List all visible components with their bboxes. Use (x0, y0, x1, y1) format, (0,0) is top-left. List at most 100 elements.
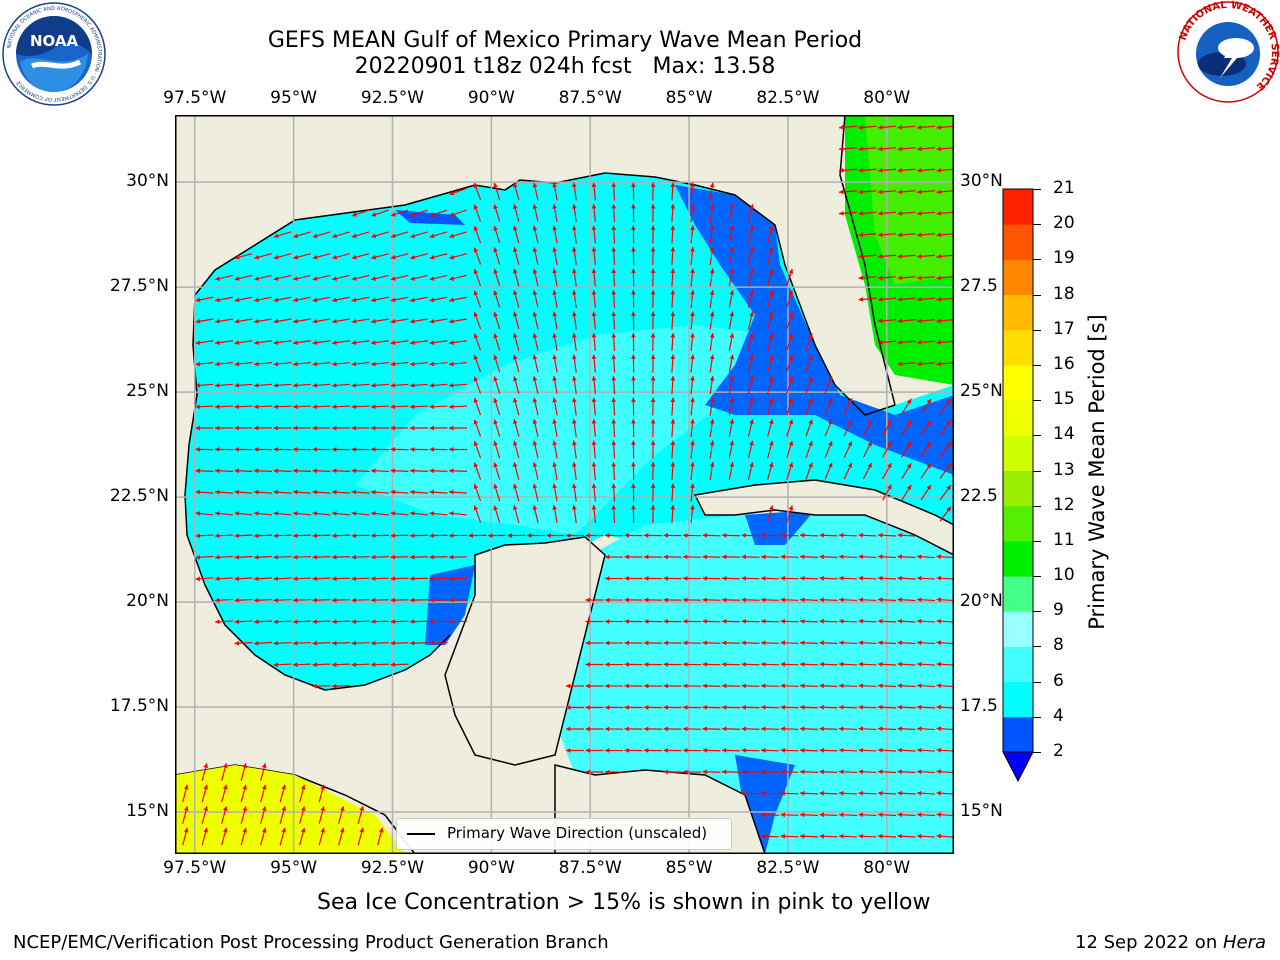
wave-arrow-head-167 (254, 297, 259, 303)
wave-arrow-head-463 (371, 468, 376, 474)
wave-arrow-head-931 (858, 833, 864, 839)
wave-arrow-head-867 (780, 769, 785, 775)
wave-arrow-head-362 (650, 397, 656, 402)
wave-arrow-head-161 (897, 275, 903, 281)
wave-arrow-head-404 (749, 419, 754, 425)
wave-arrow-head-768 (858, 661, 864, 667)
wave-arrow-head-854 (936, 747, 942, 753)
wave-arrow-head-744 (897, 640, 903, 646)
wave-arrow-head-430 (493, 440, 498, 446)
wave-arrow-head-288 (532, 354, 538, 360)
wave-arrow-head-546 (650, 505, 656, 510)
wave-arrow-head-71 (390, 233, 396, 239)
colorbar-tick-mark-4 (1033, 611, 1041, 613)
wave-arrow-head-17 (936, 168, 942, 173)
wave-arrow-head-163 (936, 275, 942, 281)
wave-arrow-head-690 (312, 619, 317, 625)
wave-arrow-head-446 (808, 441, 813, 446)
wave-arrow-head-300 (768, 354, 774, 360)
lat-label-left-3: 22.5°N (109, 486, 169, 507)
wave-arrow-head-24 (571, 182, 577, 188)
wave-arrow-head-507 (473, 484, 479, 489)
wave-arrow-head-242 (332, 340, 337, 346)
wave-arrow-head-552 (195, 533, 201, 539)
wave-arrow-head-688 (273, 619, 279, 625)
wave-arrow-head-484 (788, 462, 794, 468)
wave-arrow-head-466 (429, 468, 434, 474)
wave-arrow-head-827 (800, 726, 805, 732)
wave-arrow-head-800 (663, 705, 668, 710)
wave-arrow-head-585 (839, 532, 844, 538)
wave-arrow-head-217 (532, 311, 538, 317)
wave-arrow-head-588 (897, 532, 903, 538)
wave-arrow-head-333 (729, 376, 735, 381)
wave-arrow-head-646 (819, 575, 824, 581)
wave-arrow-head-933 (897, 833, 903, 839)
colorbar-tick-4: 9 (1053, 600, 1064, 621)
wave-arrow-head-450 (887, 441, 892, 447)
wave-arrow-head-394 (552, 419, 558, 424)
wave-arrow-head-721 (312, 640, 317, 646)
wave-arrow-head-356 (532, 397, 538, 403)
wave-arrow-head-360 (611, 397, 617, 403)
wave-arrow-head-206 (312, 318, 318, 324)
wave-arrow-head-809 (839, 704, 844, 710)
wave-arrow-head-459 (293, 468, 298, 474)
wave-arrow-head-15 (897, 168, 903, 173)
lat-label-right-3: 22.5 (960, 486, 998, 507)
wave-arrow-head-483 (768, 462, 774, 468)
wave-arrow-head-773 (312, 683, 317, 689)
wave-arrow-head-79 (552, 225, 558, 231)
wave-arrow-head-275 (273, 361, 279, 367)
colorbar-band-4 (1003, 576, 1033, 612)
wave-arrow-head-148 (591, 268, 597, 274)
wave-arrow-head-486 (828, 462, 833, 468)
wave-arrow-head-694 (390, 619, 395, 625)
wave-arrow-head-49 (571, 204, 577, 209)
wave-arrow-head-367 (749, 397, 754, 403)
wave-arrow-head-668 (624, 597, 629, 603)
wave-arrow-head-122 (749, 247, 754, 253)
wave-arrow-head-310 (273, 382, 279, 388)
wave-arrow-head-11 (936, 146, 942, 152)
wave-arrow-head-205 (293, 318, 298, 324)
wave-arrow-head-830 (858, 726, 864, 732)
wave-arrow-head-464 (390, 468, 395, 474)
wave-arrow-head-575 (644, 533, 649, 538)
wave-arrow-head-829 (839, 726, 844, 732)
wave-arrow-head-663 (410, 597, 415, 603)
wave-arrow-head-142 (473, 269, 479, 274)
wave-arrow-head-204 (273, 318, 279, 324)
wave-arrow-head-703 (683, 619, 688, 624)
wave-arrow-head-921 (300, 827, 306, 833)
wave-arrow-head-479 (690, 462, 695, 467)
wave-arrow-head-462 (351, 468, 356, 474)
wave-arrow-head-599 (390, 554, 395, 560)
wave-arrow-head-418 (254, 447, 259, 452)
wave-arrow-head-642 (741, 575, 746, 581)
wave-arrow-head-780 (663, 683, 668, 689)
wave-arrow-head-48 (552, 204, 558, 209)
wave-arrow-head-219 (571, 311, 577, 317)
wave-arrow-head-101 (332, 254, 338, 260)
wave-arrow-head-306 (195, 382, 201, 388)
wave-arrow-head-31 (709, 182, 715, 188)
lon-label-bottom-6: 82.5°W (756, 858, 820, 878)
wave-arrow-head-44 (473, 204, 479, 210)
wave-arrow-head-385 (371, 425, 376, 431)
wave-arrow-head-835 (566, 748, 571, 753)
wave-arrow-head-1 (858, 125, 864, 130)
wave-arrow-head-866 (761, 769, 766, 775)
wave-arrow-head-772 (936, 661, 942, 667)
wave-arrow-head-883 (320, 784, 326, 790)
wave-arrow-head-489 (887, 463, 892, 469)
wave-arrow-head-180 (512, 290, 518, 296)
wave-arrow-head-822 (702, 726, 707, 732)
wave-arrow-head-855 (203, 763, 209, 769)
wave-arrow-head-675 (761, 597, 766, 603)
wave-arrow-head-900 (281, 806, 287, 812)
wave-arrow-head-237 (234, 340, 240, 346)
wave-arrow-head-783 (722, 683, 727, 689)
wave-arrow-head-96 (234, 254, 240, 260)
wave-arrow-head-573 (605, 533, 610, 538)
